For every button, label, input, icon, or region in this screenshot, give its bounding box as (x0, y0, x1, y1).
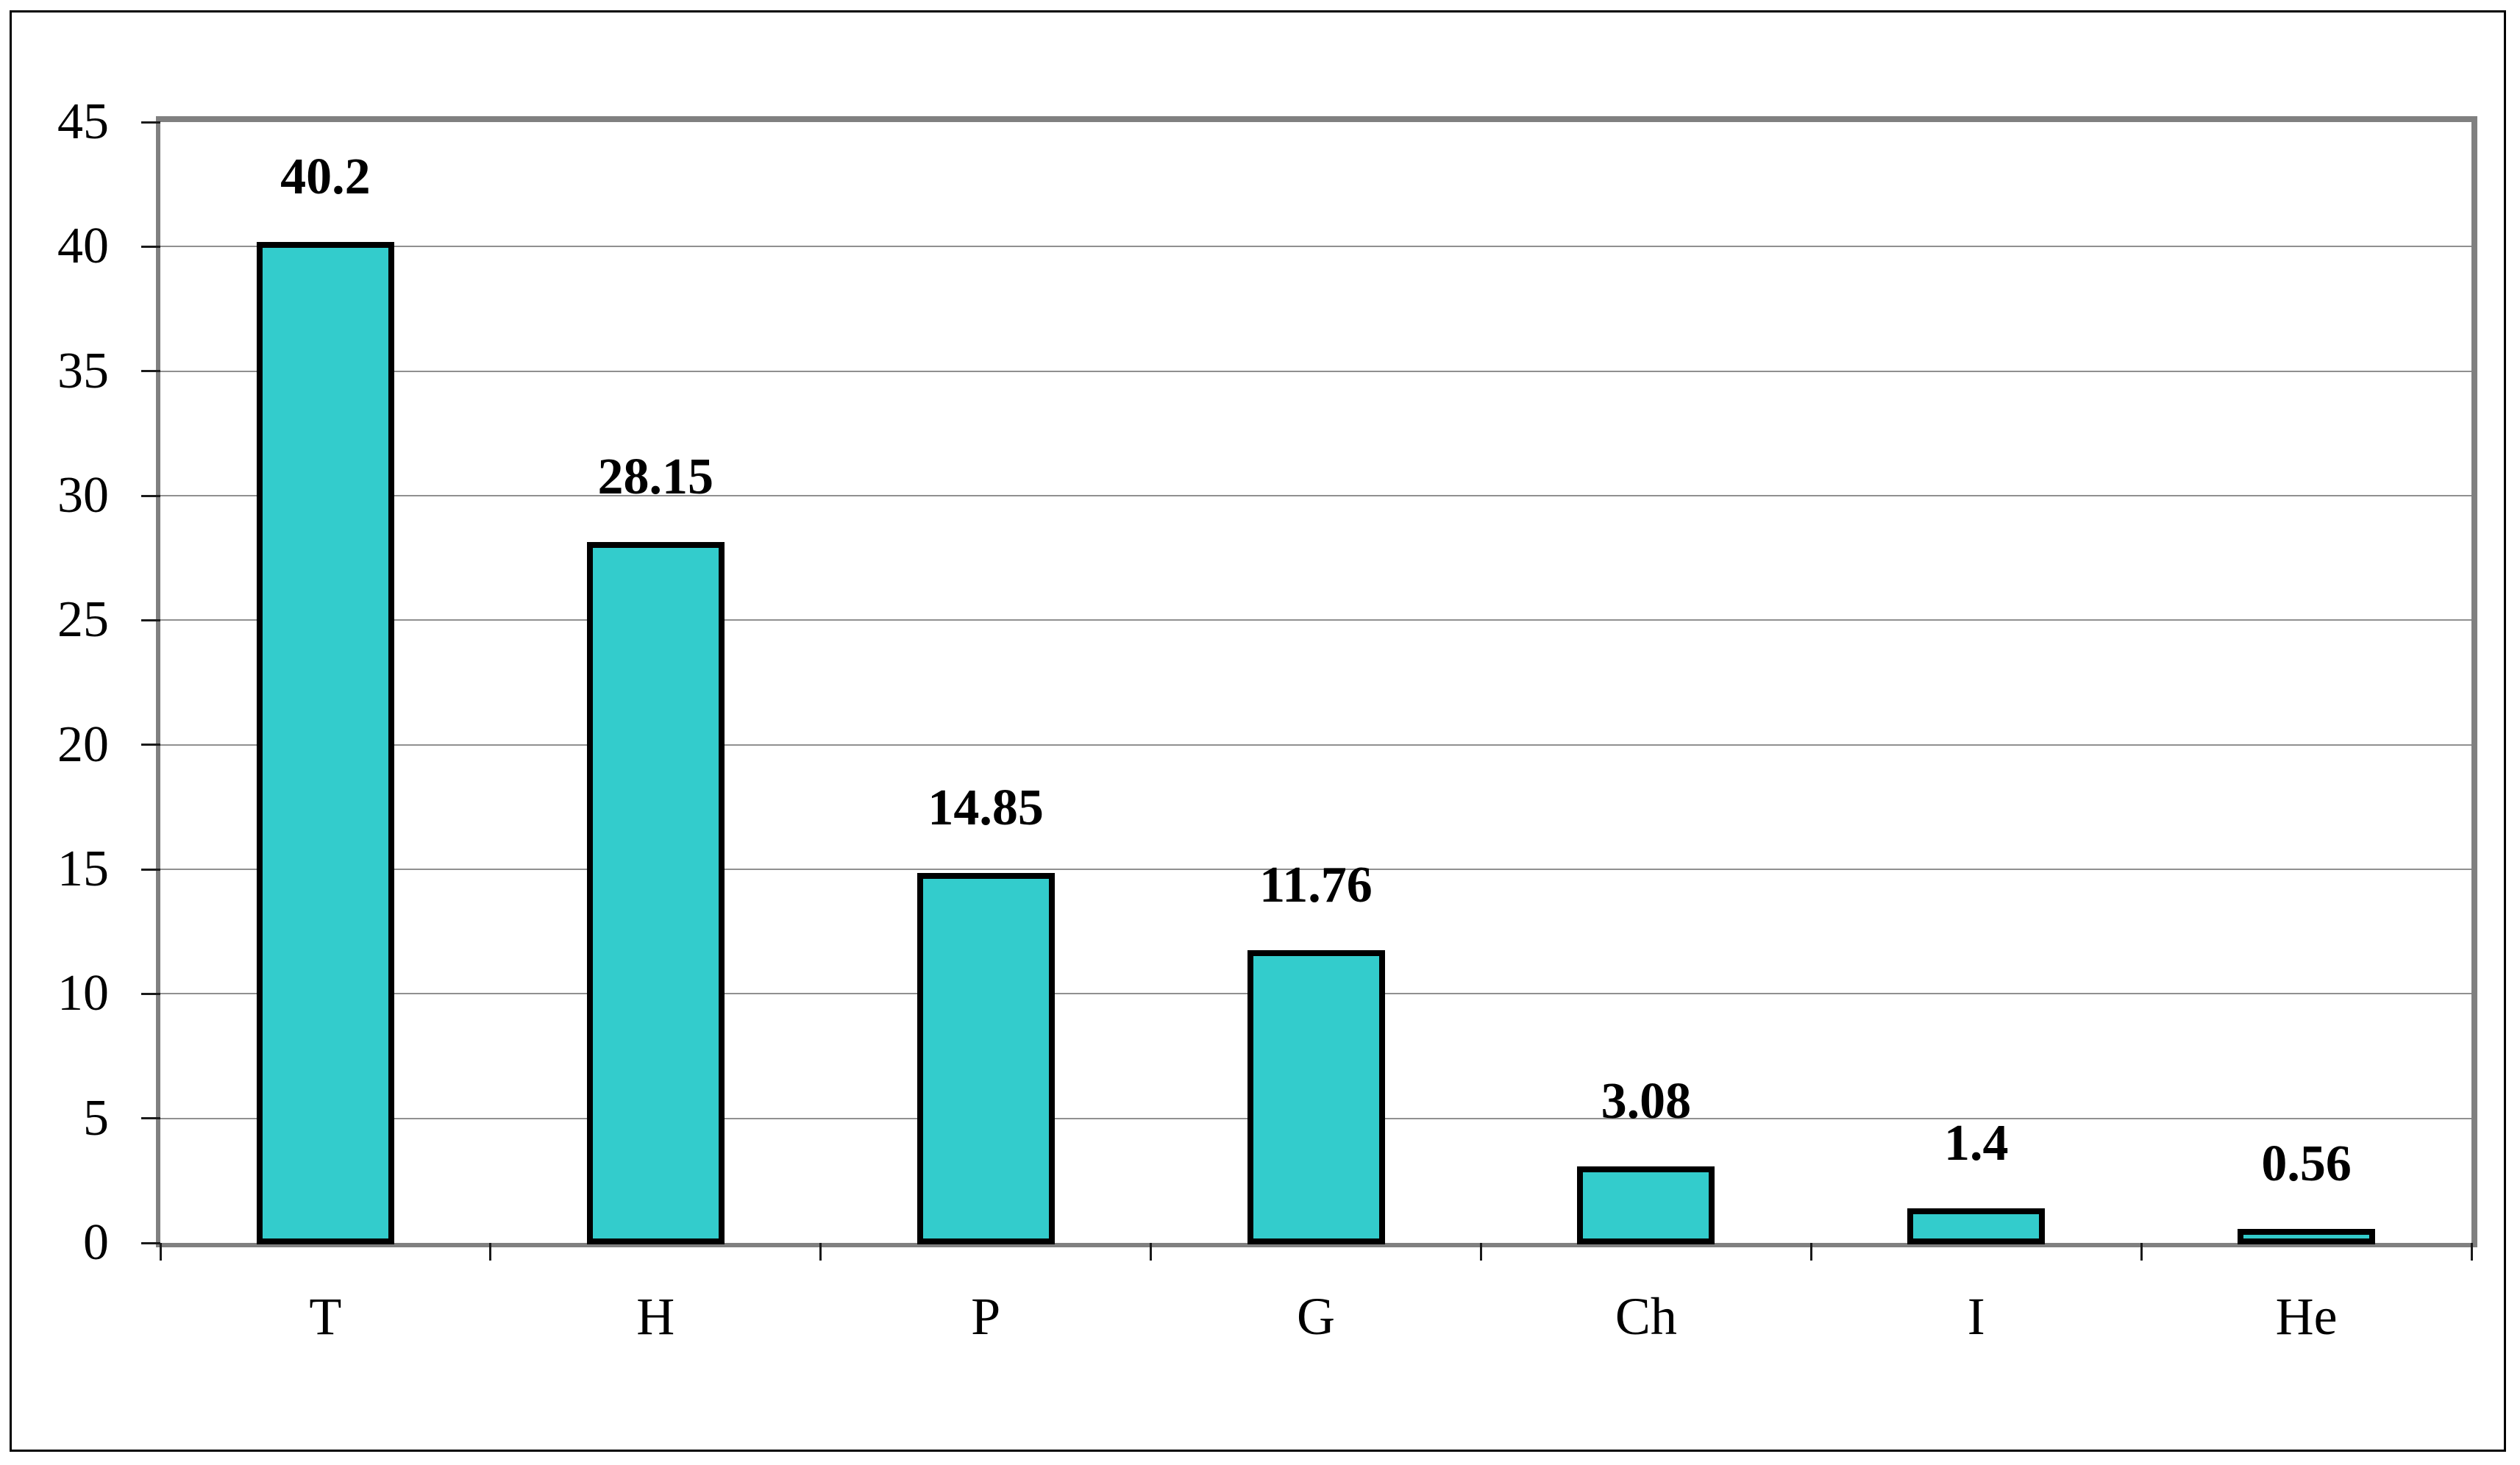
y-axis-tick (141, 370, 160, 373)
plot-area-border (156, 116, 2477, 1247)
bar (2238, 1229, 2376, 1244)
bar (586, 541, 725, 1244)
bar-value-label: 14.85 (928, 780, 1044, 837)
x-category-label: G (1297, 1287, 1335, 1346)
y-axis-label: 30 (57, 467, 109, 524)
y-axis-label: 45 (57, 93, 109, 150)
gridline (160, 370, 2471, 372)
bar-value-label: 11.76 (1259, 856, 1373, 913)
y-axis-label: 15 (57, 841, 109, 897)
x-axis-tick (1479, 1243, 1482, 1261)
bar (1247, 949, 1385, 1244)
y-axis-label: 20 (57, 716, 109, 773)
bar-value-label: 3.08 (1601, 1072, 1692, 1130)
x-category-label: He (2275, 1287, 2338, 1346)
bar-value-label: 28.15 (597, 448, 714, 505)
y-axis-label: 10 (57, 965, 109, 1022)
y-axis-tick (141, 1117, 160, 1120)
x-axis-tick (159, 1243, 162, 1261)
x-category-label: P (971, 1287, 1001, 1346)
bar (1907, 1208, 2046, 1244)
gridline (160, 246, 2471, 248)
bar-value-label: 1.4 (1943, 1114, 2009, 1172)
x-category-label: H (636, 1287, 675, 1346)
y-axis-tick (141, 619, 160, 621)
bar-value-label: 40.2 (280, 148, 371, 205)
x-axis-tick (819, 1243, 822, 1261)
gridline (160, 495, 2471, 496)
y-axis-label: 35 (57, 342, 109, 399)
x-axis-tick (2140, 1243, 2143, 1261)
x-category-label: T (309, 1287, 342, 1346)
x-axis-tick (489, 1243, 492, 1261)
x-axis-tick (2470, 1243, 2473, 1261)
bar (1577, 1166, 1715, 1244)
x-axis-tick (1150, 1243, 1153, 1261)
x-category-label: I (1967, 1287, 1985, 1346)
y-axis-tick (141, 494, 160, 497)
y-axis-tick (141, 992, 160, 995)
gridline (160, 744, 2471, 746)
bar (256, 241, 394, 1244)
x-axis-tick (1809, 1243, 1812, 1261)
bar-value-label: 0.56 (2261, 1136, 2352, 1193)
y-axis-label: 5 (83, 1089, 109, 1147)
y-axis-label: 40 (57, 218, 109, 275)
y-axis-tick (141, 245, 160, 248)
y-axis-tick (141, 121, 160, 124)
y-axis-tick (141, 1241, 160, 1244)
chart-outer-frame (10, 10, 2506, 1452)
y-axis-label: 25 (57, 591, 109, 649)
y-axis-tick (141, 744, 160, 746)
y-axis-tick (141, 868, 160, 871)
y-axis-label: 0 (83, 1214, 109, 1271)
gridline (160, 869, 2471, 870)
bar (916, 873, 1055, 1244)
gridline (160, 619, 2471, 621)
x-category-label: Ch (1615, 1287, 1677, 1346)
